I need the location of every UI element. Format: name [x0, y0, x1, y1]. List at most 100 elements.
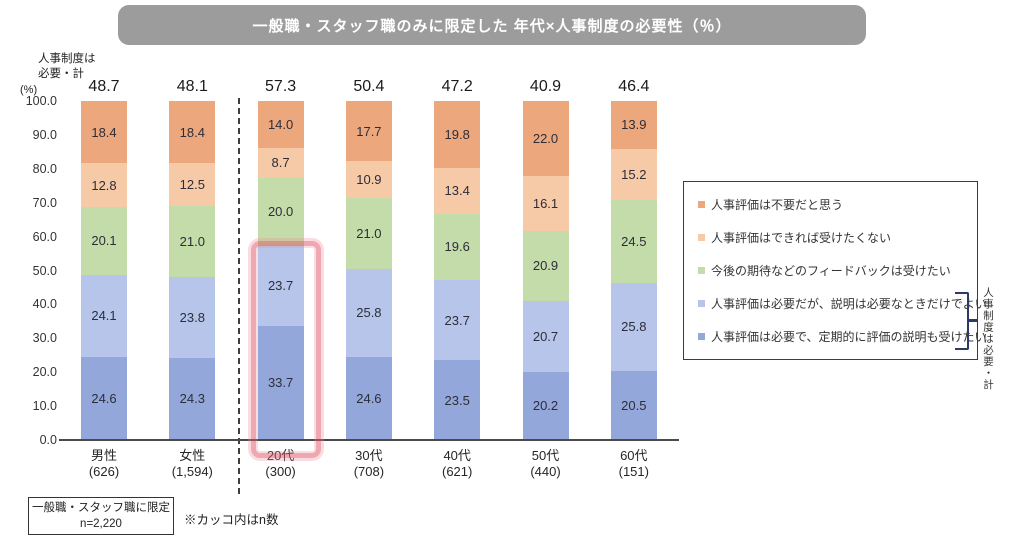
- segment-value: 13.9: [621, 117, 647, 133]
- totals-header-line1: 人事制度は: [38, 53, 96, 65]
- category-label: 30代 (708): [325, 448, 413, 480]
- bar-segment: 12.5: [169, 163, 216, 206]
- segment-value: 21.0: [179, 233, 205, 249]
- y-tick-label: 60.0: [32, 229, 57, 244]
- legend-item: 今後の期待などのフィードバックは受けたい: [698, 262, 971, 279]
- y-tick-label: 10.0: [32, 399, 57, 414]
- bar-segment: 24.5: [610, 200, 657, 284]
- category-label: 女性 (1,594): [148, 448, 236, 480]
- segment-value: 19.6: [444, 239, 470, 255]
- total-value-label: 57.3: [265, 78, 297, 95]
- totals-header: 人事制度は 必要・計: [38, 52, 96, 82]
- segment-value: 20.2: [532, 398, 559, 414]
- total-value-label: 50.4: [353, 78, 385, 95]
- totals-header-line2: 必要・計: [38, 68, 84, 80]
- bar-segment: 10.9: [345, 161, 392, 198]
- x-axis-line: [59, 439, 679, 441]
- segment-value: 20.5: [621, 397, 647, 413]
- bar-segment: 20.9: [522, 230, 569, 302]
- segment-value: 24.5: [621, 234, 647, 250]
- bar-segment: 23.7: [434, 280, 481, 361]
- bar-segment: 15.2: [610, 148, 657, 201]
- bar-column: 57.3 33.7 23.7 20.0 8.7 14.0 20代 (300): [237, 72, 325, 484]
- category-name: 60代: [620, 448, 648, 463]
- highlight-box-20s: [251, 241, 321, 458]
- bar-segment: 20.7: [522, 301, 569, 372]
- segment-value: 23.7: [444, 312, 470, 328]
- category-count: (300): [265, 464, 296, 479]
- segment-value: 21.0: [356, 226, 382, 242]
- bar-segment: 33.7: [257, 325, 304, 440]
- category-label: 男性 (626): [60, 448, 148, 480]
- bar-column: 46.4 20.5 25.8 24.5 15.2 13.9 60代 (151): [590, 72, 678, 484]
- segment-value: 13.4: [444, 183, 470, 199]
- legend-label: 人事評価は不要だと思う: [711, 198, 844, 212]
- legend-label: 人事評価はできれば受けたくない: [711, 231, 892, 245]
- bar-segment: 20.1: [81, 206, 127, 275]
- segment-value: 22.0: [532, 131, 559, 147]
- segment-value: 19.8: [444, 127, 470, 143]
- category-name: 男性: [90, 448, 117, 463]
- segment-value: 24.3: [179, 391, 205, 407]
- total-value-label: 48.1: [176, 78, 208, 95]
- category-count: (1,594): [171, 464, 213, 479]
- bar-segment: 24.3: [169, 357, 216, 440]
- bar-segment: 13.9: [610, 101, 657, 149]
- bar-segment: 18.4: [169, 101, 216, 164]
- segment-value: 12.8: [91, 177, 117, 193]
- sample-note-line2: n=2,220: [80, 518, 122, 530]
- bar-segment: 20.2: [522, 371, 569, 440]
- category-count: (151): [618, 464, 649, 479]
- stacked-bar: 24.6 25.8 21.0 10.9 17.7: [345, 101, 392, 440]
- segment-value: 20.1: [91, 233, 117, 249]
- bar-column: 40.9 20.2 20.7 20.9 16.1 22.0 50代 (440): [502, 72, 590, 484]
- bar-column: 50.4 24.6 25.8 21.0 10.9 17.7 30代 (708): [325, 72, 413, 484]
- segment-value: 10.9: [356, 172, 382, 187]
- category-count: (440): [530, 464, 561, 479]
- bar-segment: 22.0: [522, 101, 569, 176]
- segment-value: 20.9: [532, 258, 559, 274]
- bar-column: 48.7 24.6 24.1 20.1 12.8 18.4 男性 (626): [60, 72, 148, 484]
- bar-segment: 25.8: [610, 283, 657, 371]
- legend-label: 今後の期待などのフィードバックは受けたい: [711, 264, 951, 278]
- legend-swatch: [698, 333, 705, 340]
- bar-column: 48.1 24.3 23.8 21.0 12.5 18.4 女性 (1,594): [148, 72, 236, 484]
- legend-label: 人事評価は必要だが、説明は必要なときだけでよい: [711, 297, 987, 311]
- segment-value: 16.1: [532, 195, 559, 211]
- category-count: (708): [353, 464, 385, 479]
- category-label: 40代 (621): [413, 448, 501, 480]
- bar-segment: 16.1: [522, 175, 569, 231]
- y-tick-label: 80.0: [32, 161, 57, 176]
- stacked-bar: 20.5 25.8 24.5 15.2 13.9: [610, 101, 657, 440]
- category-name: 30代: [355, 448, 383, 463]
- segment-value: 18.4: [91, 124, 117, 140]
- segment-value: 15.2: [621, 166, 647, 182]
- legend-bracket-label: 人事制度は必要・計: [982, 287, 994, 391]
- legend-swatch: [698, 201, 705, 208]
- y-tick-label: 90.0: [32, 127, 57, 142]
- segment-value: 23.5: [444, 392, 470, 408]
- bar-segment: 19.8: [434, 101, 481, 169]
- category-label: 50代 (440): [502, 448, 590, 480]
- segment-value: 17.7: [356, 123, 382, 139]
- legend-box: 人事評価は不要だと思う人事評価はできれば受けたくない今後の期待などのフィードバッ…: [683, 181, 987, 360]
- bar-column: 47.2 23.5 23.7 19.6 13.4 19.8 40代 (621): [413, 72, 501, 484]
- segment-value: 8.7: [271, 155, 290, 171]
- bar-segment: 24.1: [81, 274, 127, 357]
- bar-segment: 23.7: [257, 245, 304, 326]
- y-tick-label: 20.0: [32, 365, 57, 380]
- bar-segment: 25.8: [345, 269, 392, 357]
- bar-segment: 20.5: [610, 370, 657, 440]
- gender-age-divider-line: [238, 98, 240, 494]
- bar-segment: 23.8: [169, 276, 216, 358]
- legend-item: 人事評価は必要だが、説明は必要なときだけでよい: [698, 295, 987, 312]
- segment-value: 33.7: [267, 375, 294, 391]
- category-count: (626): [88, 464, 120, 479]
- sample-note-box: 一般職・スタッフ職に限定 n=2,220: [28, 497, 174, 535]
- legend-swatch: [698, 234, 705, 241]
- bar-segment: 18.4: [81, 101, 127, 164]
- bar-segment: 24.6: [345, 356, 392, 440]
- legend-item: 人事評価は必要で、定期的に評価の説明も受けたい: [698, 328, 987, 345]
- y-tick-label: 40.0: [32, 297, 57, 312]
